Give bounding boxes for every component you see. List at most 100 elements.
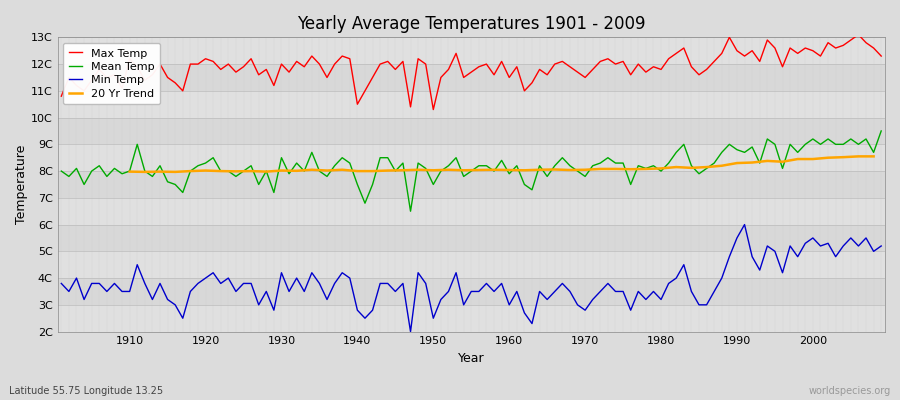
Bar <box>58 251 885 278</box>
Min Temp <box>117 289 128 294</box>
20 Yr Trend <box>215 169 226 174</box>
20 Yr Trend <box>413 167 424 172</box>
20 Yr Trend <box>626 167 636 172</box>
Max Temp <box>876 54 886 58</box>
X-axis label: Year: Year <box>458 352 484 365</box>
Legend: Max Temp, Mean Temp, Min Temp, 20 Yr Trend: Max Temp, Mean Temp, Min Temp, 20 Yr Tre… <box>63 43 160 104</box>
Min Temp <box>56 281 67 286</box>
Bar <box>58 171 885 198</box>
20 Yr Trend <box>853 154 864 159</box>
20 Yr Trend <box>246 169 256 174</box>
20 Yr Trend <box>580 167 590 172</box>
Max Temp <box>329 62 340 66</box>
Max Temp <box>853 32 864 37</box>
Mean Temp <box>117 171 128 176</box>
Line: 20 Yr Trend: 20 Yr Trend <box>130 156 874 172</box>
20 Yr Trend <box>292 168 302 173</box>
Y-axis label: Temperature: Temperature <box>15 145 28 224</box>
Min Temp <box>876 244 886 248</box>
20 Yr Trend <box>807 157 818 162</box>
20 Yr Trend <box>382 168 393 173</box>
20 Yr Trend <box>732 161 742 166</box>
Text: Latitude 55.75 Longitude 13.25: Latitude 55.75 Longitude 13.25 <box>9 386 163 396</box>
20 Yr Trend <box>868 154 879 159</box>
20 Yr Trend <box>823 155 833 160</box>
Max Temp <box>511 64 522 69</box>
20 Yr Trend <box>170 170 181 174</box>
20 Yr Trend <box>140 170 150 174</box>
Mean Temp <box>876 128 886 133</box>
Max Temp <box>284 70 294 74</box>
20 Yr Trend <box>655 166 666 171</box>
Bar <box>58 278 885 305</box>
Min Temp <box>739 222 750 227</box>
20 Yr Trend <box>564 168 575 172</box>
Bar <box>58 91 885 118</box>
20 Yr Trend <box>428 168 438 173</box>
20 Yr Trend <box>185 169 196 174</box>
Max Temp <box>504 75 515 80</box>
Mean Temp <box>329 163 340 168</box>
20 Yr Trend <box>549 167 560 172</box>
20 Yr Trend <box>200 168 211 173</box>
Max Temp <box>117 86 128 90</box>
Mean Temp <box>504 171 515 176</box>
20 Yr Trend <box>124 169 135 174</box>
Min Temp <box>405 329 416 334</box>
Bar <box>58 64 885 91</box>
Mean Temp <box>602 155 613 160</box>
20 Yr Trend <box>155 169 166 174</box>
Bar <box>58 224 885 251</box>
20 Yr Trend <box>838 155 849 160</box>
Mean Temp <box>284 171 294 176</box>
Max Temp <box>428 107 438 112</box>
20 Yr Trend <box>701 165 712 170</box>
20 Yr Trend <box>458 168 469 173</box>
20 Yr Trend <box>716 163 727 168</box>
20 Yr Trend <box>535 167 545 172</box>
Line: Mean Temp: Mean Temp <box>61 131 881 211</box>
Bar <box>58 305 885 332</box>
Title: Yearly Average Temperatures 1901 - 2009: Yearly Average Temperatures 1901 - 2009 <box>297 15 645 33</box>
20 Yr Trend <box>595 166 606 171</box>
Mean Temp <box>56 169 67 174</box>
Min Temp <box>504 302 515 307</box>
Max Temp <box>56 94 67 98</box>
20 Yr Trend <box>443 167 454 172</box>
20 Yr Trend <box>337 167 347 172</box>
20 Yr Trend <box>519 168 530 173</box>
20 Yr Trend <box>792 157 803 162</box>
Line: Min Temp: Min Temp <box>61 224 881 332</box>
20 Yr Trend <box>747 160 758 165</box>
Line: Max Temp: Max Temp <box>61 35 881 110</box>
20 Yr Trend <box>762 158 773 163</box>
Mean Temp <box>405 209 416 214</box>
20 Yr Trend <box>367 169 378 174</box>
Text: worldspecies.org: worldspecies.org <box>809 386 891 396</box>
20 Yr Trend <box>306 167 317 172</box>
Bar <box>58 118 885 144</box>
Bar <box>58 144 885 171</box>
20 Yr Trend <box>473 168 484 172</box>
Max Temp <box>602 56 613 61</box>
20 Yr Trend <box>610 166 621 171</box>
20 Yr Trend <box>777 159 788 164</box>
20 Yr Trend <box>641 166 652 171</box>
20 Yr Trend <box>489 167 500 172</box>
20 Yr Trend <box>230 169 241 174</box>
Mean Temp <box>511 163 522 168</box>
20 Yr Trend <box>276 168 287 173</box>
20 Yr Trend <box>398 168 409 173</box>
Min Temp <box>329 281 340 286</box>
Min Temp <box>284 289 294 294</box>
Bar <box>58 198 885 224</box>
20 Yr Trend <box>504 168 515 172</box>
20 Yr Trend <box>261 169 272 174</box>
20 Yr Trend <box>686 166 697 170</box>
Bar <box>58 37 885 64</box>
20 Yr Trend <box>352 169 363 174</box>
20 Yr Trend <box>670 165 681 170</box>
20 Yr Trend <box>321 168 332 173</box>
Min Temp <box>602 281 613 286</box>
Min Temp <box>511 289 522 294</box>
